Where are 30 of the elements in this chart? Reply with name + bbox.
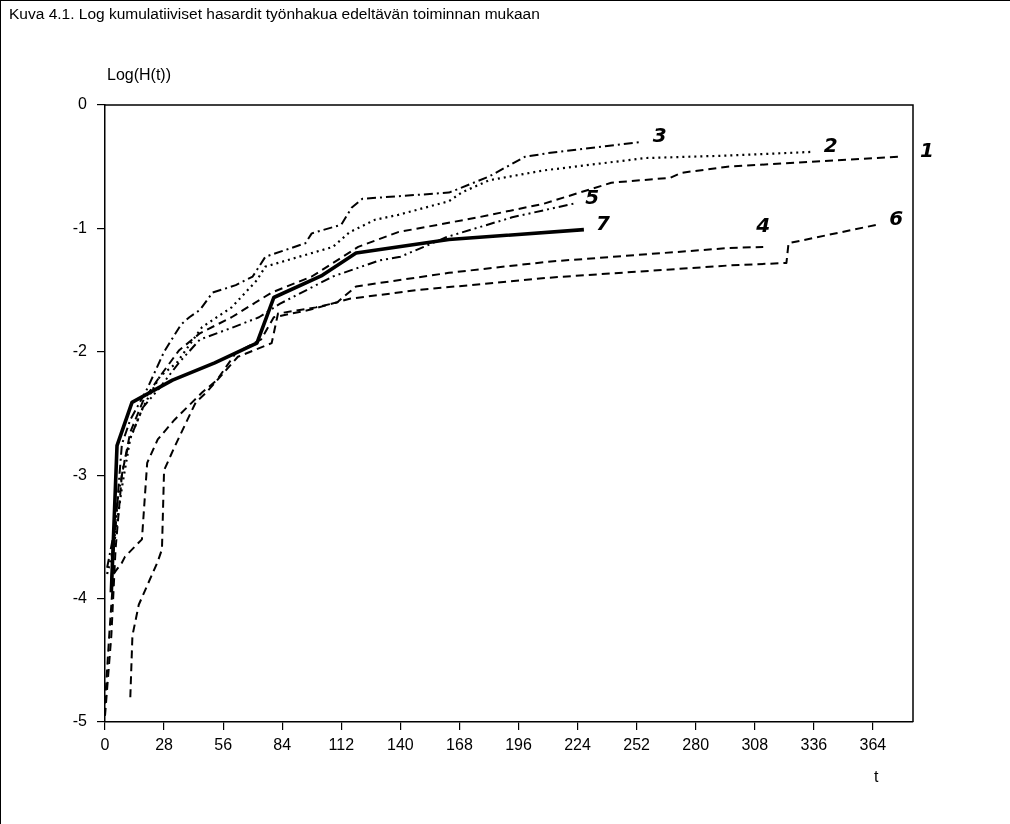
y-tick-label: -4 (72, 589, 88, 607)
series-label: 1 (920, 138, 934, 163)
y-tick-label: -1 (72, 218, 88, 236)
x-tick-label: 196 (505, 736, 532, 754)
x-tick-label: 28 (155, 736, 174, 754)
series-label: 3 (652, 123, 667, 148)
x-tick-label: 364 (859, 736, 887, 754)
series-label: 6 (889, 205, 904, 230)
y-tick-label: -5 (72, 712, 88, 730)
chart-title: Kuva 4.1. Log kumulatiiviset hasardit työnhakua edeltävän toiminnan mukaan (9, 5, 540, 23)
x-tick-label: 56 (214, 736, 233, 754)
x-tick-label: 140 (387, 736, 414, 754)
series-label: 7 (595, 210, 610, 235)
x-tick-label: 308 (741, 736, 769, 754)
series-label: 5 (585, 184, 600, 209)
x-tick-label: 168 (446, 736, 473, 754)
y-tick-label: 0 (78, 95, 88, 113)
x-axis-title: t (874, 768, 879, 786)
series-label: 4 (755, 213, 771, 238)
y-tick-label: -2 (72, 342, 88, 360)
x-tick-label: 112 (328, 736, 355, 754)
series-label: 2 (823, 133, 838, 158)
y-axis-title: Log(H(t)) (107, 66, 172, 84)
x-tick-label: 280 (682, 736, 710, 754)
x-tick-label: 84 (273, 736, 292, 754)
x-tick-label: 224 (564, 736, 592, 754)
x-tick-label: 336 (800, 736, 828, 754)
x-tick-label: 252 (623, 736, 651, 754)
y-tick-label: -3 (72, 465, 88, 483)
x-tick-label: 0 (100, 736, 110, 754)
